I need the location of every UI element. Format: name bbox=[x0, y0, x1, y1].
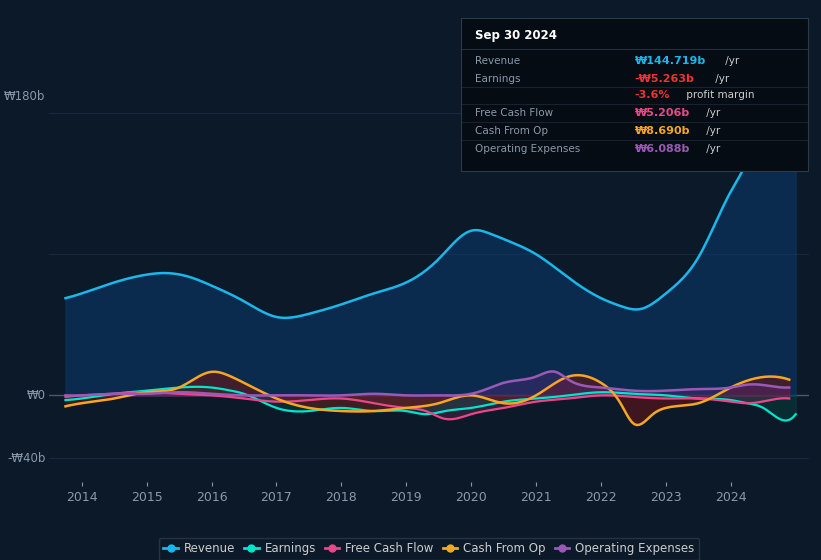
Text: Operating Expenses: Operating Expenses bbox=[475, 144, 580, 155]
Text: /yr: /yr bbox=[703, 108, 720, 118]
Text: /yr: /yr bbox=[703, 126, 720, 136]
Text: -₩40b: -₩40b bbox=[7, 451, 45, 465]
Text: /yr: /yr bbox=[722, 56, 739, 66]
Text: Sep 30 2024: Sep 30 2024 bbox=[475, 29, 557, 42]
Text: -₩5.263b: -₩5.263b bbox=[635, 74, 695, 85]
Text: /yr: /yr bbox=[703, 144, 720, 155]
Text: Earnings: Earnings bbox=[475, 74, 521, 85]
Text: ₩8.690b: ₩8.690b bbox=[635, 126, 690, 136]
Text: profit margin: profit margin bbox=[683, 90, 754, 100]
Legend: Revenue, Earnings, Free Cash Flow, Cash From Op, Operating Expenses: Revenue, Earnings, Free Cash Flow, Cash … bbox=[158, 538, 699, 560]
Text: ₩0: ₩0 bbox=[26, 389, 45, 402]
Text: ₩144.719b: ₩144.719b bbox=[635, 56, 706, 66]
Text: ₩180b: ₩180b bbox=[4, 90, 45, 102]
Text: ₩5.206b: ₩5.206b bbox=[635, 108, 690, 118]
Text: /yr: /yr bbox=[713, 74, 730, 85]
Text: Free Cash Flow: Free Cash Flow bbox=[475, 108, 553, 118]
Text: ₩6.088b: ₩6.088b bbox=[635, 144, 690, 155]
Text: Revenue: Revenue bbox=[475, 56, 521, 66]
Text: Cash From Op: Cash From Op bbox=[475, 126, 548, 136]
Text: -3.6%: -3.6% bbox=[635, 90, 670, 100]
